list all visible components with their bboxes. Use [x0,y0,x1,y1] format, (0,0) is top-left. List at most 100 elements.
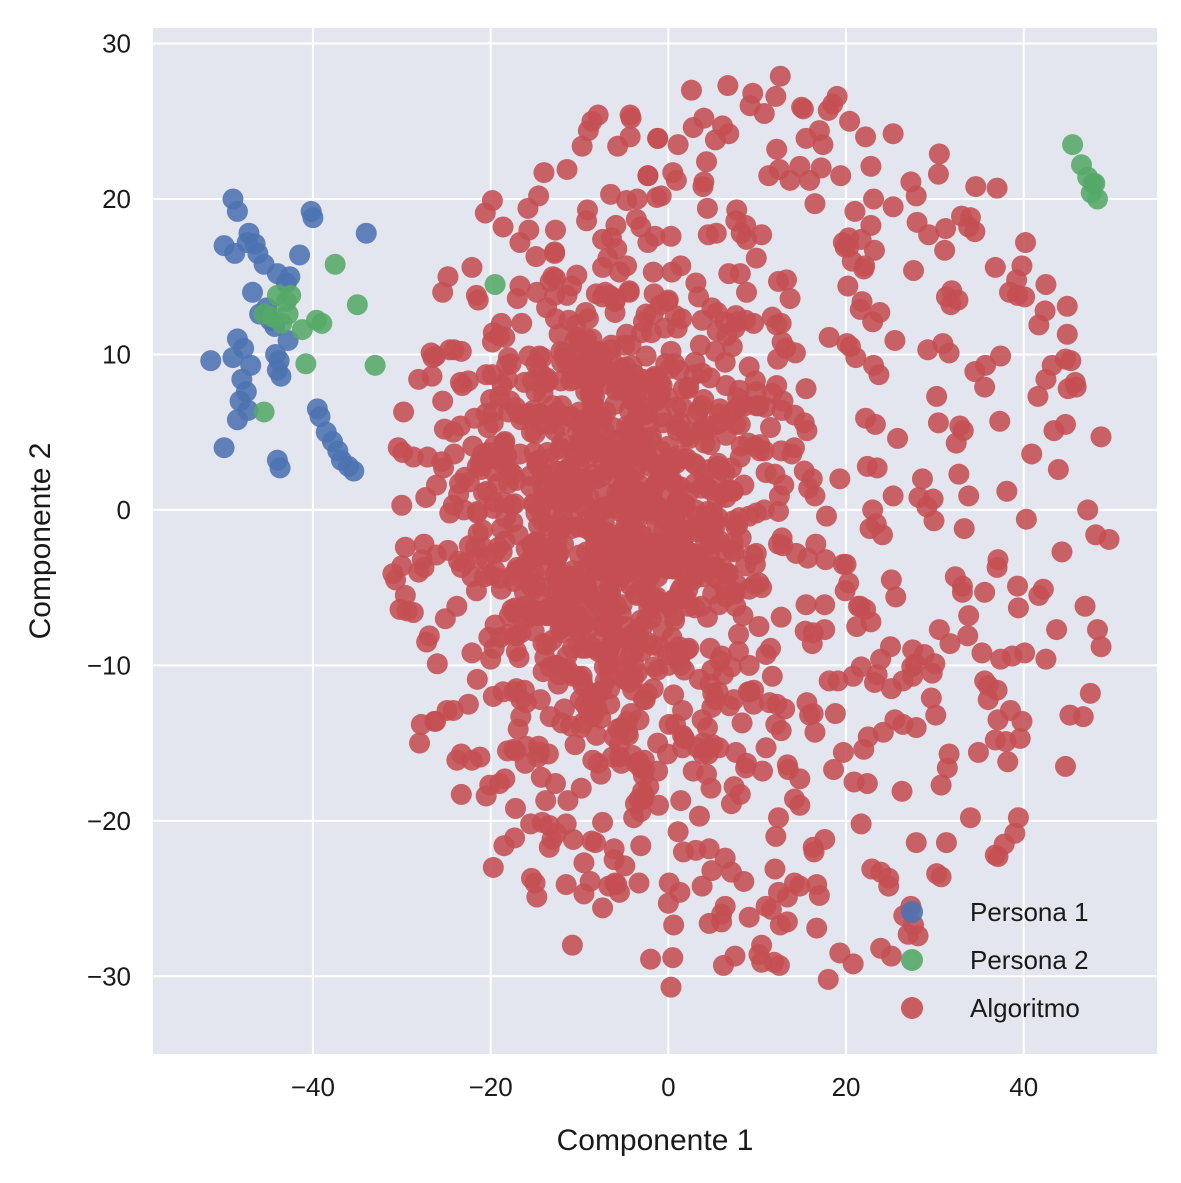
point-algoritmo [1086,619,1108,641]
point-algoritmo [605,448,627,470]
point-algoritmo [538,836,560,858]
point-algoritmo [795,378,817,400]
x-tick-label: −20 [469,1072,513,1102]
point-algoritmo [647,539,669,561]
point-algoritmo [689,334,711,356]
point-algoritmo [510,409,532,431]
point-algoritmo [642,261,664,283]
point-algoritmo [768,500,790,522]
point-algoritmo [768,807,790,829]
point-persona-2 [311,312,333,334]
point-algoritmo [930,774,952,796]
point-algoritmo [666,317,688,339]
point-algoritmo [1056,295,1078,317]
point-algoritmo [605,214,627,236]
point-persona-1 [200,350,222,372]
point-algoritmo [728,623,750,645]
point-algoritmo [855,126,877,148]
point-algoritmo [443,443,465,465]
point-algoritmo [1004,822,1026,844]
y-tick-label: −30 [87,961,131,991]
point-algoritmo [611,594,633,616]
point-algoritmo [461,642,483,664]
point-algoritmo [413,533,435,555]
point-algoritmo [824,703,846,725]
point-algoritmo [1060,350,1082,372]
point-algoritmo [653,519,675,541]
point-algoritmo [815,549,837,571]
point-algoritmo [837,275,859,297]
point-algoritmo [783,788,805,810]
point-algoritmo [878,867,900,889]
point-algoritmo [705,222,727,244]
point-algoritmo [589,406,611,428]
point-algoritmo [1009,727,1031,749]
point-algoritmo [639,556,661,578]
point-algoritmo [658,595,680,617]
point-algoritmo [510,706,532,728]
point-algoritmo [449,415,471,437]
point-algoritmo [698,912,720,934]
point-persona-1 [226,409,248,431]
point-algoritmo [658,872,680,894]
point-algoritmo [903,260,925,282]
point-algoritmo [1056,323,1078,345]
point-persona-2 [280,284,302,306]
point-algoritmo [1007,597,1029,619]
point-algoritmo [928,143,950,165]
point-algoritmo [920,687,942,709]
point-algoritmo [497,368,519,390]
point-algoritmo [806,874,828,896]
point-algoritmo [531,488,553,510]
point-algoritmo [925,704,947,726]
y-tick-label: 20 [102,184,131,214]
point-algoritmo [870,648,892,670]
point-algoritmo [1090,636,1112,658]
point-algoritmo [556,158,578,180]
point-algoritmo [391,494,413,516]
point-algoritmo [738,505,760,527]
point-algoritmo [631,322,653,344]
point-algoritmo [974,670,996,692]
x-tick-label: 40 [1009,1072,1038,1102]
point-algoritmo [443,339,465,361]
point-algoritmo [528,185,550,207]
point-algoritmo [832,232,854,254]
point-algoritmo [971,642,993,664]
point-algoritmo [984,256,1006,278]
point-algoritmo [765,825,787,847]
point-algoritmo [643,656,665,678]
point-algoritmo [708,737,730,759]
point-algoritmo [660,976,682,998]
point-algoritmo [891,780,913,802]
point-algoritmo [965,176,987,198]
point-algoritmo [729,263,751,285]
point-algoritmo [964,221,986,243]
point-algoritmo [665,396,687,418]
point-algoritmo [582,522,604,544]
point-algoritmo [755,895,777,917]
point-algoritmo [449,472,471,494]
point-algoritmo [461,566,483,588]
point-algoritmo [682,116,704,138]
point-algoritmo [647,127,669,149]
point-algoritmo [768,954,790,976]
point-algoritmo [1007,284,1029,306]
y-tick-label: −10 [87,650,131,680]
point-algoritmo [669,476,691,498]
x-tick-label: 20 [832,1072,861,1102]
point-algoritmo [561,934,583,956]
point-algoritmo [523,620,545,642]
point-algoritmo [835,553,857,575]
point-persona-1 [226,200,248,222]
point-algoritmo [571,665,593,687]
point-algoritmo [755,737,777,759]
point-algoritmo [513,581,535,603]
point-algoritmo [760,417,782,439]
point-algoritmo [864,413,886,435]
point-algoritmo [817,968,839,990]
point-algoritmo [926,863,948,885]
point-algoritmo [712,664,734,686]
point-algoritmo [493,835,515,857]
